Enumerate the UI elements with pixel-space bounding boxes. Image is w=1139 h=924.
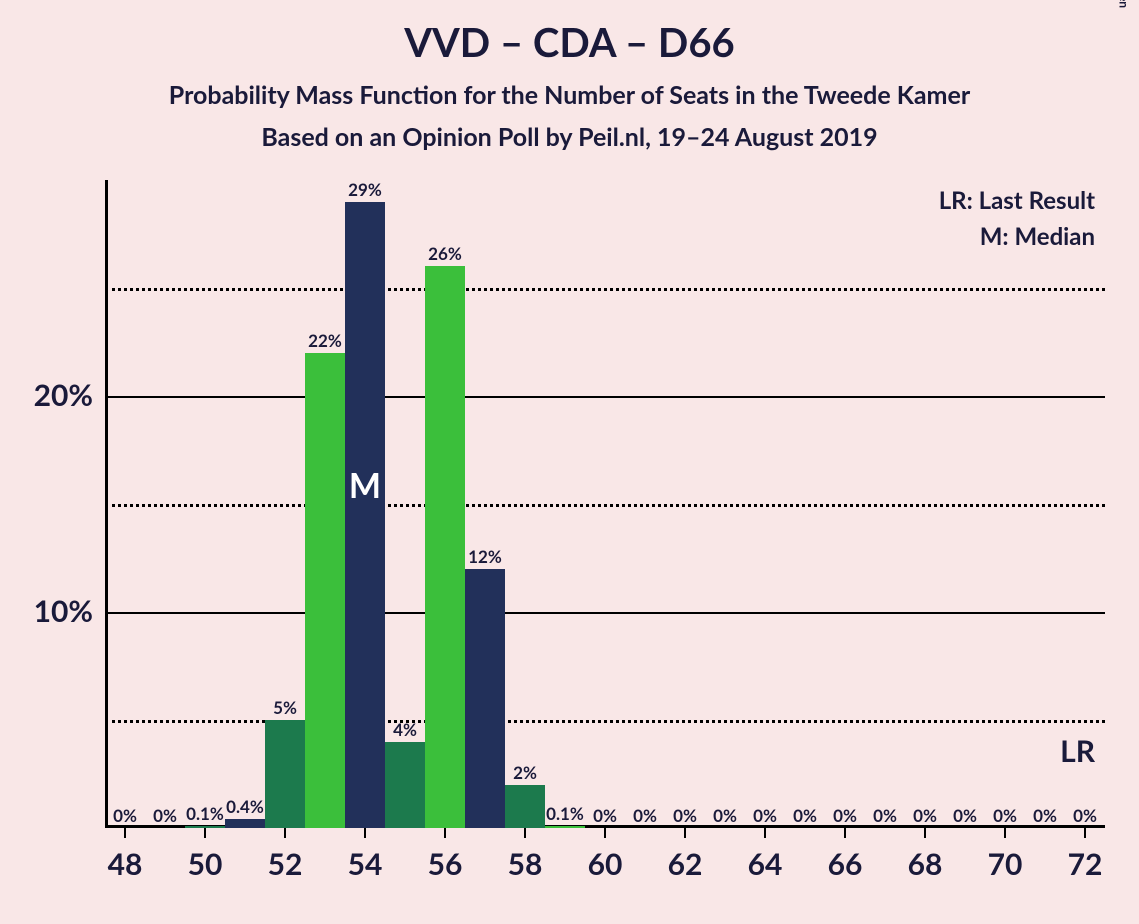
chart-subtitle-2: Based on an Opinion Poll by Peil.nl, 19–… bbox=[0, 122, 1139, 152]
x-tick-mark bbox=[924, 828, 926, 838]
x-tick-mark bbox=[1004, 828, 1006, 838]
y-tick-label: 20% bbox=[3, 377, 93, 413]
bar bbox=[265, 720, 304, 828]
bar bbox=[225, 819, 264, 828]
x-tick-label: 58 bbox=[485, 846, 565, 882]
bar-value-label: 2% bbox=[495, 762, 555, 783]
x-tick-label: 52 bbox=[245, 846, 325, 882]
x-tick-mark bbox=[1084, 828, 1086, 838]
x-tick-label: 70 bbox=[965, 846, 1045, 882]
chart-title: VVD – CDA – D66 bbox=[0, 18, 1139, 66]
bar bbox=[465, 569, 504, 828]
plot-area: 10%20%485052545658606264666870720%0%0.1%… bbox=[105, 180, 1105, 828]
gridline-minor bbox=[105, 504, 1105, 507]
gridline-major bbox=[105, 612, 1105, 614]
x-tick-mark bbox=[764, 828, 766, 838]
x-tick-mark bbox=[444, 828, 446, 838]
x-tick-label: 54 bbox=[325, 846, 405, 882]
last-result-marker: LR bbox=[1060, 733, 1095, 769]
x-tick-mark bbox=[684, 828, 686, 838]
x-tick-label: 66 bbox=[805, 846, 885, 882]
bar bbox=[545, 826, 584, 828]
gridline-minor bbox=[105, 720, 1105, 723]
legend-median: M: Median bbox=[105, 222, 1095, 251]
x-tick-mark bbox=[204, 828, 206, 838]
bar bbox=[305, 353, 344, 828]
x-tick-mark bbox=[524, 828, 526, 838]
median-marker: M bbox=[345, 465, 384, 506]
x-tick-label: 72 bbox=[1045, 846, 1125, 882]
x-tick-label: 68 bbox=[885, 846, 965, 882]
bar-value-label: 0% bbox=[1055, 805, 1115, 826]
x-tick-mark bbox=[844, 828, 846, 838]
x-tick-mark bbox=[124, 828, 126, 838]
legend-last-result: LR: Last Result bbox=[105, 186, 1095, 215]
x-tick-label: 64 bbox=[725, 846, 805, 882]
gridline-major bbox=[105, 396, 1105, 398]
gridline-minor bbox=[105, 288, 1105, 291]
bar bbox=[185, 826, 224, 828]
x-tick-label: 48 bbox=[85, 846, 165, 882]
x-tick-label: 60 bbox=[565, 846, 645, 882]
x-tick-label: 50 bbox=[165, 846, 245, 882]
bar bbox=[385, 742, 424, 828]
x-tick-mark bbox=[604, 828, 606, 838]
bar-value-label: 12% bbox=[455, 546, 515, 567]
y-tick-label: 10% bbox=[3, 593, 93, 629]
copyright-text: © 2020 Filip van Laenen bbox=[1116, 0, 1131, 8]
x-tick-mark bbox=[284, 828, 286, 838]
x-tick-label: 56 bbox=[405, 846, 485, 882]
x-tick-label: 62 bbox=[645, 846, 725, 882]
x-tick-mark bbox=[364, 828, 366, 838]
chart-subtitle-1: Probability Mass Function for the Number… bbox=[0, 80, 1139, 110]
